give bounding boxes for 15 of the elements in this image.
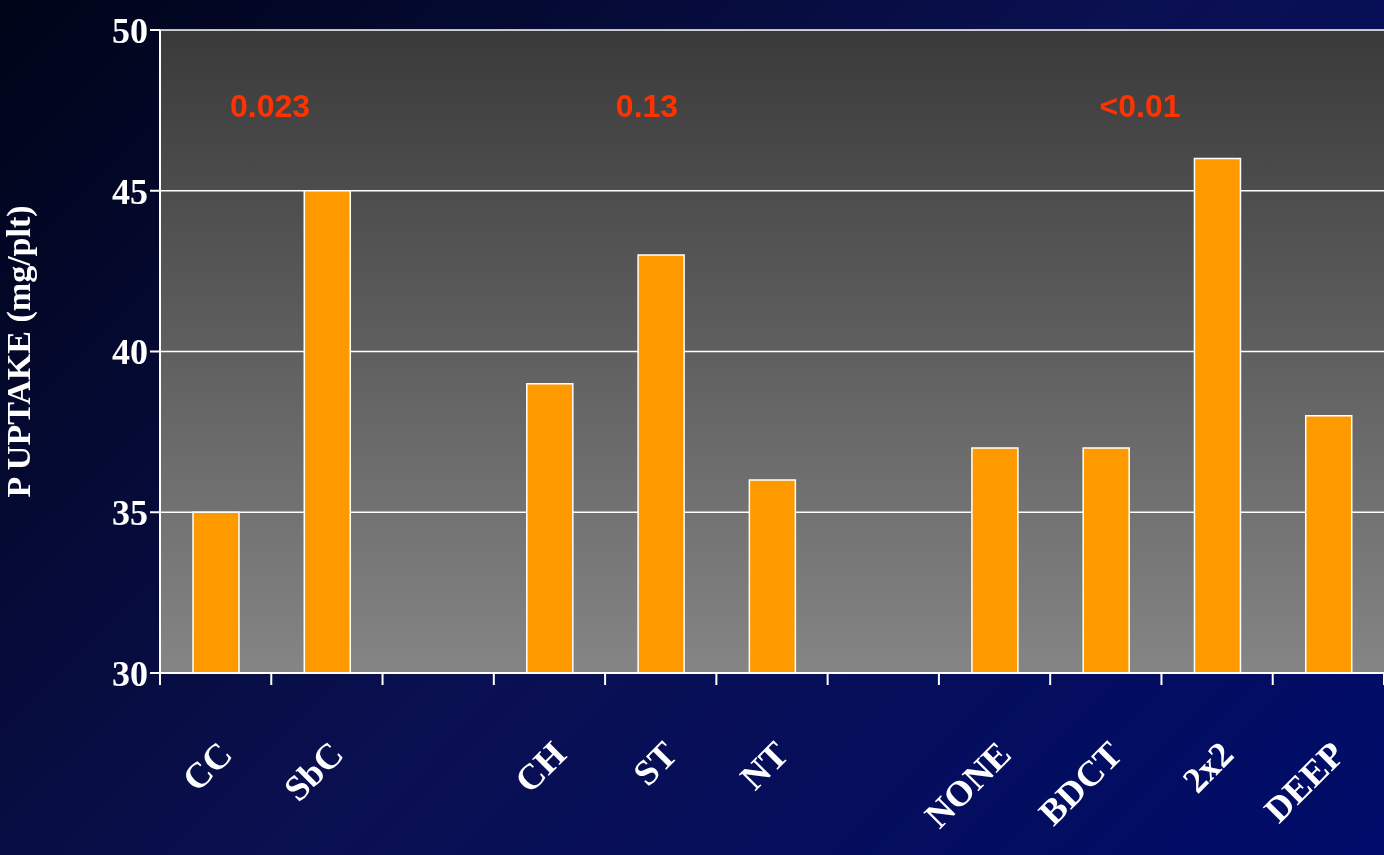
annotation: <0.01 bbox=[1098, 88, 1182, 125]
y-axis-title: P UPTAKE (mg/plt) bbox=[0, 205, 39, 498]
annotation: 0.023 bbox=[228, 88, 312, 125]
y-tick-label: 30 bbox=[112, 653, 148, 694]
x-tick-label: ST bbox=[625, 733, 685, 794]
y-tick-label: 45 bbox=[112, 171, 148, 212]
annotation: 0.13 bbox=[614, 88, 680, 125]
y-tick-label: 35 bbox=[112, 493, 148, 534]
x-tick-label: SbC bbox=[276, 733, 352, 809]
y-tick-label: 50 bbox=[112, 10, 148, 51]
x-tick-label: NT bbox=[732, 733, 797, 798]
y-tick-label: 40 bbox=[112, 332, 148, 373]
x-tick-label: CH bbox=[507, 733, 574, 801]
x-tick-label: CC bbox=[174, 733, 240, 799]
x-tick-label: 2x2 bbox=[1174, 733, 1242, 801]
